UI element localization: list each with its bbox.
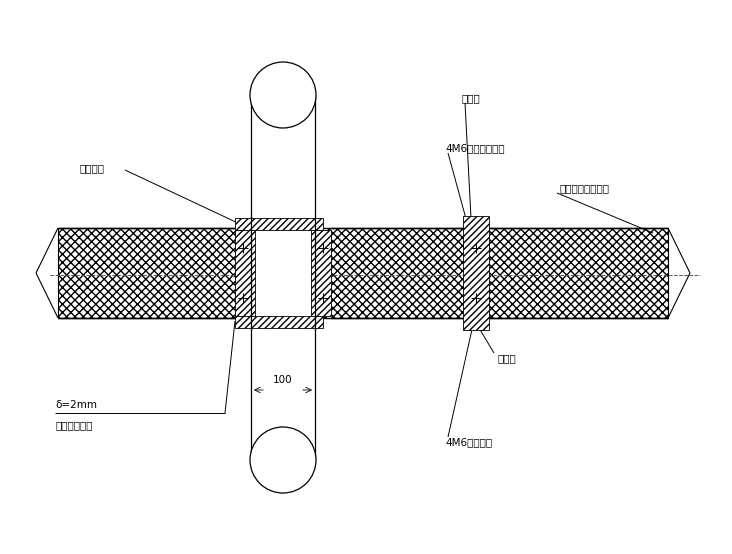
Bar	[252, 230, 314, 316]
Text: 100: 100	[273, 375, 293, 385]
Text: 4M6自攻螺丝: 4M6自攻螺丝	[445, 437, 492, 447]
Text: δ=2mm: δ=2mm	[55, 400, 97, 410]
Text: 彩色型金属复合板: 彩色型金属复合板	[560, 183, 610, 193]
Text: 4M6自攻沉头螺丝: 4M6自攻沉头螺丝	[445, 143, 504, 153]
Bar	[58, 228, 668, 318]
Bar	[251, 95, 315, 460]
Text: 密封板: 密封板	[497, 353, 516, 363]
Text: 不锈锥法兰板: 不锈锥法兰板	[55, 420, 92, 430]
Bar	[463, 216, 489, 330]
Text: 橡胶垃圈: 橡胶垃圈	[80, 163, 105, 173]
Circle shape	[250, 427, 316, 493]
Bar	[235, 218, 323, 230]
Bar	[235, 230, 255, 316]
Bar	[235, 316, 323, 328]
Text: 密封板: 密封板	[462, 93, 481, 103]
Circle shape	[250, 62, 316, 128]
Bar	[311, 230, 331, 316]
